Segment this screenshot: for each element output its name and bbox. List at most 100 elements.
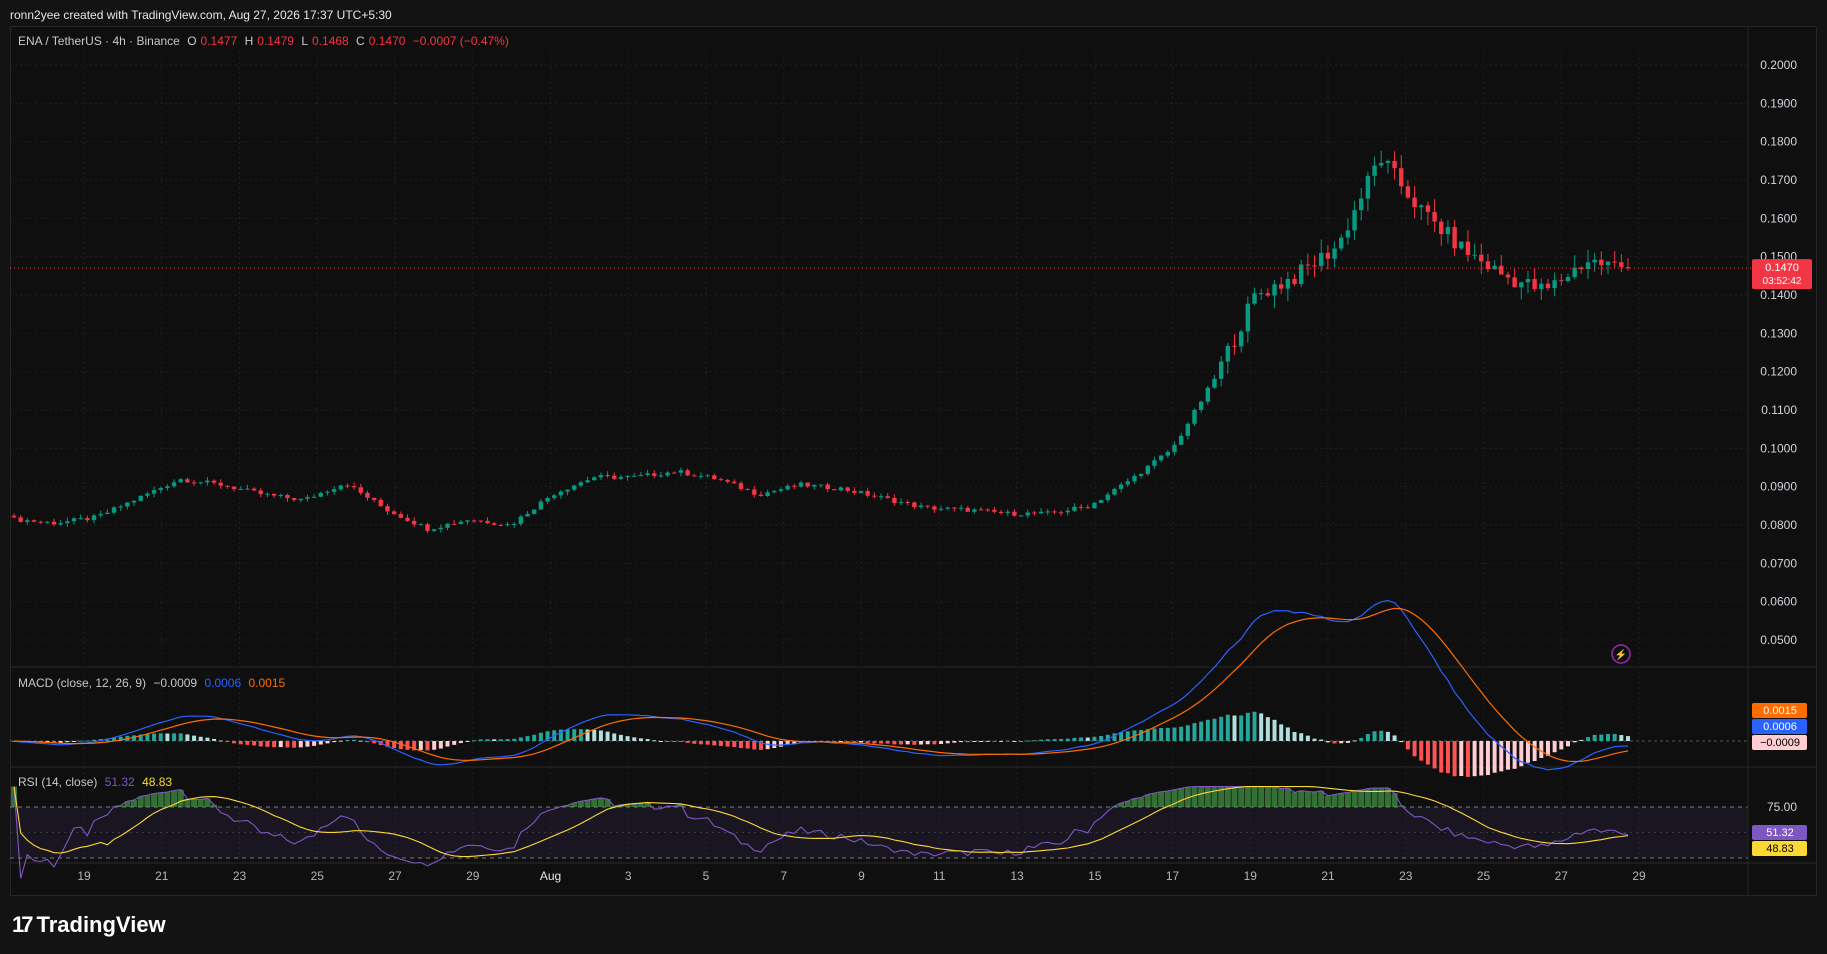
lightning-icon[interactable] xyxy=(1611,644,1631,664)
macd-histogram-bar xyxy=(225,741,230,742)
macd-histogram-bar xyxy=(65,741,70,743)
macd-histogram-bar xyxy=(1352,740,1357,742)
candle-body xyxy=(725,479,730,482)
candle-body xyxy=(91,515,97,521)
candle-body xyxy=(1012,511,1017,516)
candle-body xyxy=(1065,510,1070,513)
candle-body xyxy=(972,509,977,512)
candle-body xyxy=(772,490,777,493)
candle-body xyxy=(291,498,297,501)
macd-histogram-bar xyxy=(1626,736,1630,741)
macd-signal-badge xyxy=(1752,703,1807,718)
macd-histogram-bar xyxy=(1339,741,1344,744)
candle-body xyxy=(905,502,910,504)
candle-body xyxy=(51,521,57,525)
time-label: 21 xyxy=(1321,869,1335,883)
candle-body xyxy=(538,501,544,510)
macd-histogram-bar xyxy=(625,736,630,741)
macd-histogram-bar xyxy=(618,734,623,741)
macd-histogram-bar xyxy=(338,740,343,742)
candle-body xyxy=(411,520,417,525)
candle-body xyxy=(1539,283,1544,290)
macd-histogram-bar xyxy=(965,741,970,743)
macd-signal-value: 0.0015 xyxy=(248,676,286,690)
candle-body xyxy=(1265,293,1271,296)
candle-body xyxy=(685,470,690,476)
macd-histogram-bar xyxy=(118,736,123,741)
candle-body xyxy=(125,502,130,507)
candle-body xyxy=(658,475,664,477)
candle-body xyxy=(271,493,277,496)
macd-histogram-bar xyxy=(905,741,910,745)
macd-histogram-bar xyxy=(1319,739,1324,741)
macd-histogram-bar xyxy=(665,741,670,742)
time-label: 17 xyxy=(1166,869,1180,883)
macd-histogram-bar xyxy=(1265,717,1270,741)
price-tick-label: 0.1100 xyxy=(1761,403,1797,417)
candle-body xyxy=(185,479,190,483)
macd-histogram-bar xyxy=(919,741,924,745)
candle-body xyxy=(338,485,344,490)
macd-histogram-bar xyxy=(525,736,530,741)
candle-body xyxy=(1285,278,1291,289)
candle-body xyxy=(1525,279,1531,283)
candle-body xyxy=(1605,261,1611,265)
time-label: 25 xyxy=(1477,869,1491,883)
candle-body xyxy=(318,492,323,497)
candle-body xyxy=(792,485,797,487)
rsi-ma-badge-text: 48.83 xyxy=(1766,843,1794,855)
candle-body xyxy=(178,479,183,483)
candle-body xyxy=(131,500,137,503)
candle-body xyxy=(1425,205,1431,212)
symbol-label[interactable]: ENA / TetherUS · 4h · Binance xyxy=(18,34,180,48)
rsi-title[interactable]: RSI (14, close) xyxy=(18,775,98,789)
rsi-legend: RSI (14, close) 51.32 48.83 xyxy=(18,775,176,789)
macd-hist-value: −0.0009 xyxy=(153,676,198,690)
candle-body xyxy=(778,489,784,491)
macd-histogram-bar xyxy=(365,741,370,743)
rsi-ma-badge xyxy=(1752,841,1807,856)
candle-body xyxy=(738,483,744,490)
price-tick-label: 0.0900 xyxy=(1760,480,1797,494)
macd-histogram-bar xyxy=(238,741,243,745)
macd-histogram-bar xyxy=(1005,740,1010,742)
macd-histogram-bar xyxy=(1405,741,1410,750)
macd-histogram-bar xyxy=(585,729,590,741)
candle-body xyxy=(1272,284,1277,296)
candle-body xyxy=(1258,293,1264,295)
macd-histogram-bar xyxy=(538,732,543,741)
candle-body xyxy=(1225,345,1231,362)
candle-body xyxy=(258,490,263,495)
candle-body xyxy=(111,507,117,513)
candle-body xyxy=(1038,511,1044,514)
macd-title[interactable]: MACD (close, 12, 26, 9) xyxy=(18,676,147,690)
macd-histogram-bar xyxy=(392,741,397,749)
candle-body xyxy=(1485,261,1491,270)
macd-line-badge-text: 0.0006 xyxy=(1763,721,1797,733)
candle-body xyxy=(1245,303,1251,332)
macd-histogram-bar xyxy=(112,737,117,741)
candle-body xyxy=(1178,435,1184,445)
candle-body xyxy=(1585,262,1591,270)
macd-histogram-bar xyxy=(1425,741,1430,765)
rsi-badge-text: 51.32 xyxy=(1766,827,1794,839)
candle-body xyxy=(1172,444,1177,453)
candle-body xyxy=(1292,278,1297,284)
candle-body xyxy=(1152,460,1157,466)
macd-histogram-bar xyxy=(1245,712,1250,741)
macd-histogram-bar xyxy=(1372,731,1377,741)
candle-body xyxy=(98,514,103,516)
time-label: 29 xyxy=(466,869,480,883)
price-tick-label: 0.0800 xyxy=(1760,518,1797,532)
close-label: C xyxy=(356,34,365,48)
candle-body xyxy=(978,509,984,511)
candle-body xyxy=(1392,160,1397,169)
macd-histogram-bar xyxy=(712,741,717,746)
candle-body xyxy=(1479,254,1484,262)
macd-histogram-bar xyxy=(312,741,317,746)
macd-histogram-bar xyxy=(292,741,297,748)
candle-body xyxy=(165,486,170,489)
change-value: −0.0007 (−0.47%) xyxy=(412,34,509,48)
candle-body xyxy=(572,485,577,490)
